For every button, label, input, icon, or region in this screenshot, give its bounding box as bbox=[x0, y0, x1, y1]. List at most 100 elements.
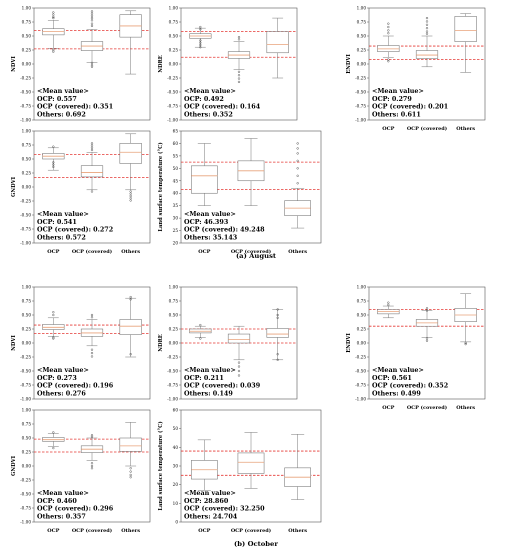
mean-value-annotation: Others: 0.276 bbox=[37, 389, 86, 397]
mean-value-annotation: OCP: 0.492 bbox=[184, 95, 224, 103]
outlier-point bbox=[52, 145, 55, 148]
y-tick-label: 0.50 bbox=[357, 34, 367, 39]
outlier-point bbox=[296, 152, 299, 155]
box-iqr bbox=[80, 165, 104, 178]
mean-value-annotation: OCP (covered): 0.164 bbox=[184, 103, 261, 111]
category-label: Others bbox=[456, 126, 475, 132]
outlier-point bbox=[129, 298, 132, 301]
y-tick-label: 35 bbox=[173, 203, 179, 208]
outlier-point bbox=[199, 25, 202, 29]
y-tick-label: -0.25 bbox=[20, 478, 31, 483]
mean-value-annotation: OCP (covered): 0.351 bbox=[37, 103, 113, 111]
y-tick-label: 65 bbox=[173, 129, 179, 134]
outlier-point bbox=[237, 74, 241, 77]
category-label: OCP bbox=[198, 528, 210, 534]
outlier-point bbox=[387, 303, 390, 307]
category-label: Others bbox=[121, 249, 140, 255]
outlier-point bbox=[296, 174, 299, 177]
y-tick-label: 0.75 bbox=[22, 422, 32, 427]
y-tick-label: 25 bbox=[173, 228, 179, 233]
outlier-point bbox=[90, 65, 94, 68]
y-tick-label: 40 bbox=[173, 445, 179, 450]
y-tick-label: -0.75 bbox=[20, 383, 31, 388]
outlier-point bbox=[237, 369, 241, 373]
mean-value-annotation: <Mean value> bbox=[37, 87, 89, 95]
outlier-point bbox=[90, 462, 94, 465]
mean-value-annotation: OCP: 0.541 bbox=[37, 218, 77, 226]
y-tick-label: 1.00 bbox=[357, 285, 367, 290]
y-axis-label: GNDVI bbox=[11, 455, 17, 476]
outlier-point bbox=[237, 36, 241, 39]
chart-panel-2: 1.00 0.75 0.50 0.25 0.00 -0.25 -0.50 -0.75 -1.00… bbox=[346, 6, 486, 132]
category-label: OCP bbox=[47, 528, 59, 534]
box-0 bbox=[42, 311, 65, 340]
outlier-point bbox=[90, 142, 94, 145]
y-axis-label: Land surface temperature (°C) bbox=[157, 421, 164, 510]
outlier-point bbox=[90, 467, 94, 470]
y-tick-label: 0.25 bbox=[22, 327, 32, 332]
box-0 bbox=[377, 22, 400, 63]
y-tick-label: -0.75 bbox=[20, 104, 31, 109]
box-iqr bbox=[119, 437, 142, 452]
y-tick-label: -0.75 bbox=[20, 227, 31, 232]
y-axis-label: ENDVI bbox=[346, 54, 352, 74]
y-tick-label: 0.75 bbox=[22, 143, 32, 148]
box-iqr bbox=[415, 50, 439, 59]
y-tick-label: -0.25 bbox=[20, 199, 31, 204]
y-tick-label: -0.50 bbox=[167, 90, 178, 95]
y-tick-label: -0.25 bbox=[20, 355, 31, 360]
outlier-point bbox=[52, 337, 55, 340]
outlier-point bbox=[52, 11, 55, 14]
outlier-point bbox=[425, 23, 429, 26]
outlier-point bbox=[387, 25, 390, 29]
outlier-point bbox=[387, 301, 390, 304]
mean-value-annotation: <Mean value> bbox=[184, 210, 236, 218]
outlier-point bbox=[237, 70, 241, 73]
y-tick-label: -0.50 bbox=[20, 369, 31, 374]
y-tick-label: 0 bbox=[175, 520, 178, 525]
y-tick-label: 0.25 bbox=[22, 171, 32, 176]
y-tick-label: 0.50 bbox=[22, 34, 32, 39]
mean-value-annotation: OCP (covered): 0.196 bbox=[37, 382, 114, 390]
box-2 bbox=[284, 142, 311, 229]
chart-panel-3: 1.00 0.75 0.50 0.25 0.00 -0.25 -0.50 -0.75 -1.00… bbox=[11, 129, 151, 255]
outlier-point bbox=[90, 61, 94, 64]
y-tick-label: -0.75 bbox=[355, 104, 366, 109]
mean-value-annotation: <Mean value> bbox=[37, 366, 89, 374]
y-tick-label: 0.00 bbox=[169, 62, 179, 67]
y-tick-label: -1.00 bbox=[20, 241, 31, 246]
box-0 bbox=[42, 11, 65, 53]
mean-value-annotation: <Mean value> bbox=[184, 366, 236, 374]
category-label: Others bbox=[288, 249, 307, 255]
mean-value-annotation: OCP: 0.561 bbox=[372, 374, 412, 382]
outlier-point bbox=[90, 24, 94, 28]
y-tick-label: 0.00 bbox=[357, 341, 367, 346]
outlier-point bbox=[276, 316, 279, 319]
outlier-point bbox=[425, 337, 429, 340]
outlier-point bbox=[199, 337, 202, 340]
y-tick-label: 0.75 bbox=[169, 20, 179, 25]
mean-value-annotation: OCP (covered): 0.352 bbox=[372, 382, 448, 390]
category-label: OCP (covered) bbox=[231, 248, 271, 255]
y-tick-label: 0.75 bbox=[22, 299, 32, 304]
outlier-point bbox=[52, 13, 55, 16]
mean-value-annotation: Others: 24.704 bbox=[184, 512, 238, 520]
y-tick-label: 1.00 bbox=[22, 129, 32, 134]
category-label: OCP bbox=[198, 249, 210, 255]
y-tick-label: 0.00 bbox=[357, 62, 367, 67]
y-tick-label: -0.25 bbox=[355, 76, 366, 81]
box-1 bbox=[415, 307, 439, 342]
box-iqr bbox=[266, 31, 289, 54]
y-tick-label: 1.00 bbox=[22, 6, 32, 11]
y-tick-label: 1.00 bbox=[357, 6, 367, 11]
mean-value-annotation: OCP: 0.557 bbox=[37, 95, 77, 103]
y-tick-label: 1.00 bbox=[22, 408, 32, 413]
mean-value-annotation: Others: 0.357 bbox=[37, 512, 86, 520]
outlier-point bbox=[52, 313, 55, 317]
outlier-point bbox=[52, 446, 55, 450]
box-1 bbox=[227, 36, 251, 84]
box-2 bbox=[119, 422, 142, 479]
y-tick-label: -1.00 bbox=[20, 397, 31, 402]
y-tick-label: 0.00 bbox=[22, 62, 32, 67]
